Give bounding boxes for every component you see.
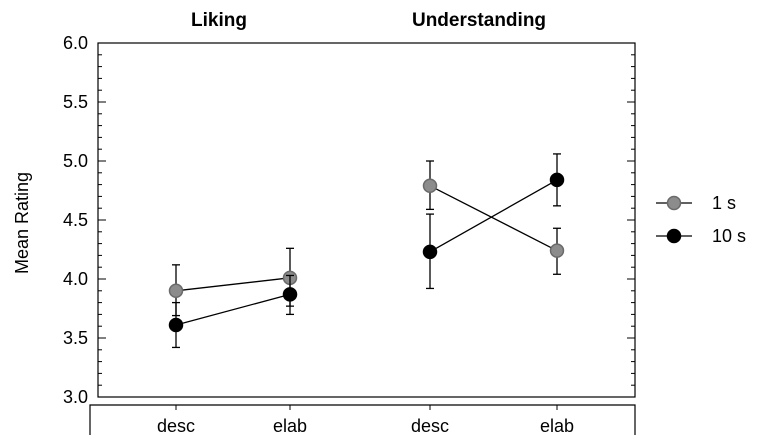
- legend-label: 10 s: [712, 226, 746, 246]
- data-point: [549, 243, 565, 258]
- group-title: Understanding: [412, 10, 546, 31]
- x-tick-label: elab: [273, 416, 307, 435]
- series-line: [175, 277, 291, 292]
- data-point: [282, 287, 298, 302]
- x-axis: desc elab desc elab: [89, 404, 636, 436]
- plot-frame: [97, 42, 636, 398]
- x-axis-line: [89, 404, 636, 435]
- plot-border: [97, 42, 636, 398]
- legend-marker: [666, 228, 682, 244]
- y-tick-label: 4.0: [63, 269, 88, 289]
- legend-label: 1 s: [712, 193, 736, 213]
- series-line: [429, 179, 558, 253]
- group-title: Liking: [191, 10, 247, 31]
- y-tick-label: 5.0: [63, 151, 88, 171]
- data-point: [422, 244, 438, 260]
- y-tick-label: 3.5: [63, 328, 88, 348]
- series-line: [429, 185, 558, 252]
- group-titles: Liking Understanding: [191, 10, 546, 31]
- legend-marker: [666, 195, 682, 211]
- data-point: [168, 283, 184, 299]
- y-tick-label: 6.0: [63, 33, 88, 53]
- data-point: [422, 178, 438, 194]
- series-2: [168, 153, 565, 349]
- series-line: [175, 293, 291, 326]
- y-axis-title: Mean Rating: [12, 172, 32, 274]
- series-layer: [168, 153, 565, 349]
- data-point: [549, 172, 565, 188]
- x-tick-label: elab: [540, 416, 574, 435]
- legend: 1 s 10 s: [656, 193, 746, 246]
- x-tick-label: desc: [411, 416, 449, 435]
- series-1: [168, 160, 565, 317]
- y-tick-label: 3.0: [63, 387, 88, 407]
- y-tick-label: 5.5: [63, 92, 88, 112]
- x-tick-label: desc: [157, 416, 195, 435]
- y-axis: 3.0 3.5 4.0 4.5 5.0 5.5 6.0 Mean Rating: [12, 33, 635, 407]
- y-tick-label: 4.5: [63, 210, 88, 230]
- data-point: [168, 317, 184, 333]
